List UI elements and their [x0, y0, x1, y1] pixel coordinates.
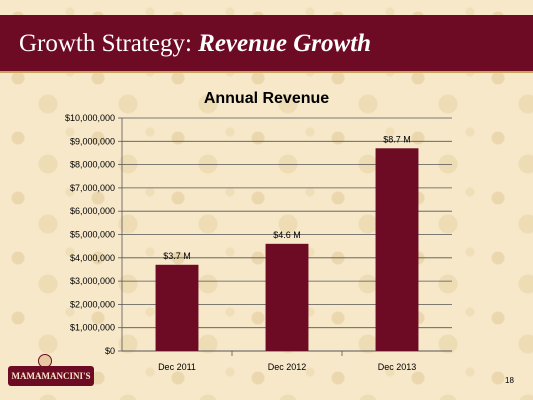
y-tick-label: $2,000,000 [70, 299, 115, 309]
x-tick-label: Dec 2013 [378, 362, 417, 372]
bar [265, 243, 309, 351]
bar-data-label: $8.7 M [383, 134, 411, 144]
chart-title: Annual Revenue [203, 90, 330, 107]
y-tick-label: $10,000,000 [65, 113, 115, 123]
y-tick-label: $1,000,000 [70, 323, 115, 333]
y-tick-label: $4,000,000 [70, 253, 115, 263]
y-tick-label: $9,000,000 [70, 136, 115, 146]
bar-data-label: $3.7 M [163, 251, 191, 261]
y-tick-label: $8,000,000 [70, 160, 115, 170]
bar-data-label: $4.6 M [273, 230, 301, 240]
title-emphasis: Revenue Growth [198, 30, 372, 57]
slide-title: Growth Strategy: Revenue Growth [19, 30, 371, 58]
data-labels: $3.7 M $4.6 M $8.7 M [163, 134, 411, 261]
title-plain: Growth Strategy: [19, 30, 199, 57]
y-axis-ticks: $0 $1,000,000 $2,000,000 $3,000,000 $4,000,0… [65, 113, 115, 356]
page-number: 18 [505, 376, 514, 385]
bars [155, 148, 419, 351]
bar [375, 148, 419, 351]
bar [155, 264, 199, 351]
x-axis-ticks: Dec 2011 Dec 2012 Dec 2013 [158, 362, 416, 372]
y-tick-label: $0 [105, 346, 115, 356]
y-tick-label: $7,000,000 [70, 183, 115, 193]
company-logo: MAMAMANCINI'S [8, 366, 94, 386]
x-tick-label: Dec 2011 [158, 362, 196, 372]
title-underline [0, 71, 533, 73]
y-tick-label: $6,000,000 [70, 206, 115, 216]
x-tick-label: Dec 2012 [268, 362, 307, 372]
y-tick-label: $5,000,000 [70, 230, 115, 240]
title-bar [0, 15, 533, 71]
y-tick-label: $3,000,000 [70, 276, 115, 286]
